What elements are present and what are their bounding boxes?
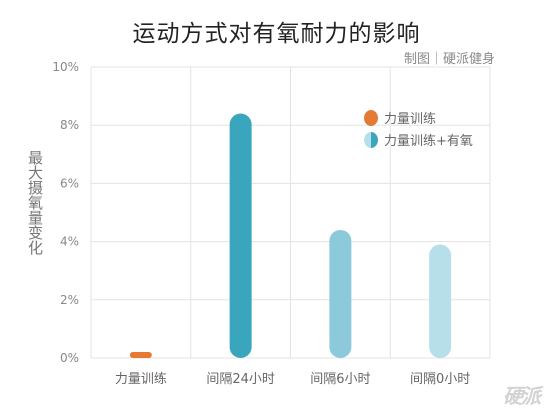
y-tick-label: 2% [60, 293, 79, 307]
x-tick-label: 力量训练 [115, 372, 167, 387]
y-axis-label: 最大摄氧量变化 [26, 150, 44, 255]
y-tick-label: 4% [60, 235, 79, 249]
y-tick-label: 6% [60, 176, 79, 190]
bar [329, 229, 352, 358]
x-tick-label: 间隔24小时 [206, 372, 275, 387]
bar [129, 352, 152, 358]
bar [429, 244, 452, 358]
y-tick-label: 0% [60, 351, 79, 365]
chart-title: 运动方式对有氧耐力的影响 [132, 21, 421, 47]
bars [129, 113, 452, 358]
x-tick-labels: 力量训练 间隔24小时 间隔6小时 间隔0小时 [115, 372, 470, 387]
legend-label: 力量训练 [384, 112, 436, 127]
y-tick-label: 8% [60, 118, 79, 132]
chart-credit: 制图｜硬派健身 [403, 52, 495, 67]
bar [229, 113, 252, 358]
y-tick-labels: 0% 2% 4% 6% 8% 10% [52, 60, 79, 365]
legend-label: 力量训练+有氧 [384, 134, 473, 149]
legend-marker [364, 110, 378, 126]
x-tick-label: 间隔6小时 [310, 372, 370, 387]
grid [90, 66, 491, 359]
x-tick-label: 间隔0小时 [410, 372, 470, 387]
watermark-logo: 硬派 [503, 384, 541, 408]
legend-marker [364, 132, 378, 148]
y-tick-label: 10% [52, 60, 79, 74]
